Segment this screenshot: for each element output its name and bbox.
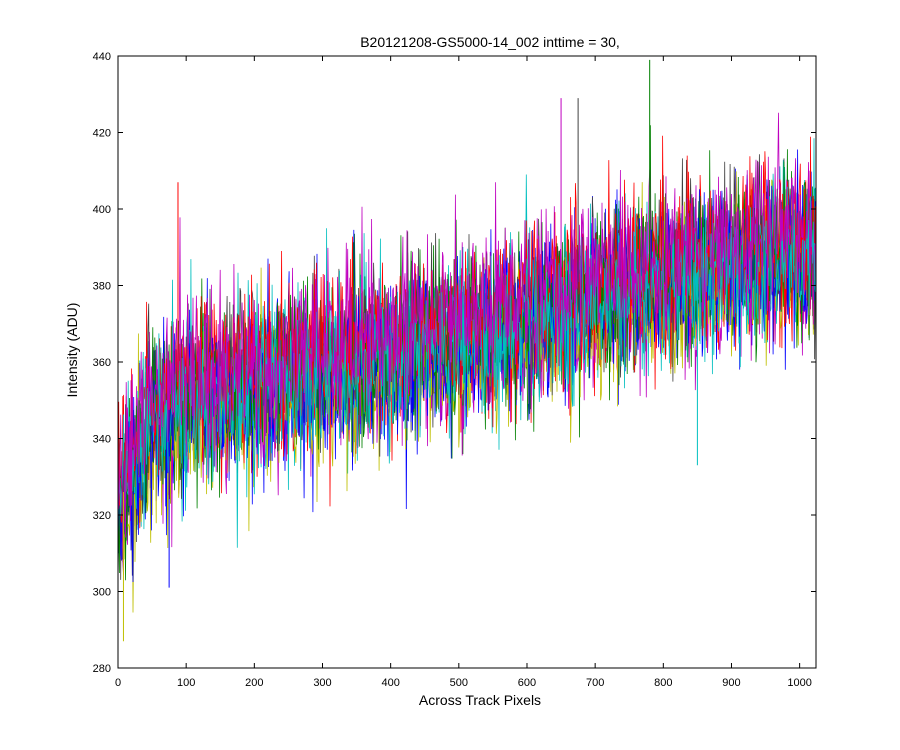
- x-tick-label-400: 400: [381, 677, 399, 689]
- x-tick-label-0: 0: [115, 677, 121, 689]
- x-tick-label-300: 300: [313, 677, 331, 689]
- x-tick-label-900: 900: [722, 677, 740, 689]
- x-tick-label-800: 800: [654, 677, 672, 689]
- series-line-12: [117, 112, 817, 575]
- x-axis-title: Across Track Pixels: [419, 692, 541, 708]
- x-tick-label-100: 100: [177, 677, 195, 689]
- y-tick-label-280: 280: [93, 663, 111, 675]
- x-tick-label-1000: 1000: [787, 677, 811, 689]
- series-line-10: [117, 135, 817, 527]
- y-tick-label-320: 320: [93, 510, 111, 522]
- y-tick-label-440: 440: [93, 51, 111, 63]
- ticks-layer: 0 100 200 300 400 500 600 700 800 900 1000 280 300 32…: [93, 51, 816, 689]
- x-tick-label-200: 200: [245, 677, 263, 689]
- x-tick-label-500: 500: [450, 677, 468, 689]
- x-tick-label-700: 700: [586, 677, 604, 689]
- y-tick-label-400: 400: [93, 204, 111, 216]
- series-layer: [117, 59, 817, 642]
- x-tick-label-600: 600: [518, 677, 536, 689]
- y-tick-label-360: 360: [93, 357, 111, 369]
- y-tick-label-380: 380: [93, 281, 111, 293]
- y-tick-label-420: 420: [93, 128, 111, 140]
- y-tick-label-300: 300: [93, 587, 111, 599]
- chart-title: B20121208-GS5000-14_002 inttime = 30,: [360, 34, 620, 50]
- y-tick-label-340: 340: [93, 434, 111, 446]
- y-axis-title: Intensity (ADU): [64, 303, 80, 398]
